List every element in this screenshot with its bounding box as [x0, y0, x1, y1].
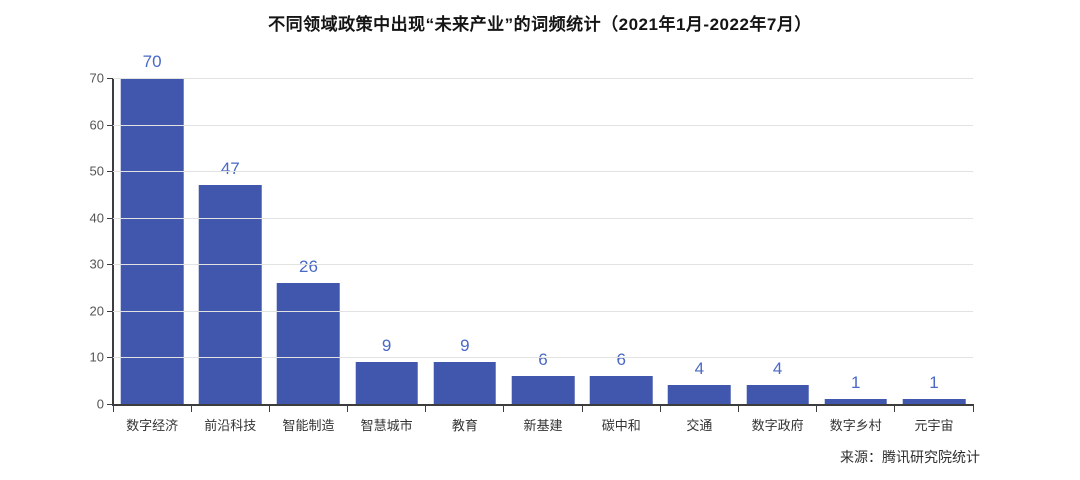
x-axis-tick — [425, 406, 427, 412]
x-axis-label: 新基建 — [523, 418, 563, 433]
y-axis-tick-label: 20 — [89, 303, 104, 319]
bar-column: 47 前沿科技 — [191, 78, 269, 433]
bar-value-label: 1 — [851, 373, 861, 393]
plot-area: 70 数字经济 47 前沿科技 26 智能制造 9 智慧城市 9 教育 6 新基建 6 碳中和 4 交通 4 数字… — [90, 52, 974, 433]
bar — [120, 78, 184, 404]
y-axis-tick — [107, 217, 113, 219]
x-axis-tick — [894, 406, 896, 412]
gridline — [113, 357, 973, 359]
x-axis-label: 碳中和 — [601, 418, 641, 433]
x-axis-label: 元宇宙 — [914, 418, 954, 433]
bar-column: 1 数字乡村 — [817, 78, 895, 433]
gridline — [113, 171, 973, 173]
x-axis-tick — [190, 406, 192, 412]
y-axis-line — [112, 78, 114, 404]
bar — [277, 282, 340, 404]
x-axis-tick — [112, 406, 114, 412]
bar — [355, 362, 418, 404]
bar-value-label: 9 — [460, 336, 470, 356]
bar-column: 1 元宇宙 — [895, 78, 973, 433]
y-axis-tick-label: 0 — [96, 396, 104, 412]
x-axis-tick — [816, 406, 818, 412]
y-axis-tick — [107, 404, 113, 405]
bar-column: 9 教育 — [426, 78, 504, 433]
x-axis-tick — [581, 406, 583, 412]
bar-value-label: 26 — [299, 256, 318, 276]
bar-value-label: 70 — [142, 52, 162, 71]
bar-column: 9 智慧城市 — [348, 78, 426, 433]
bar — [824, 399, 888, 404]
x-axis-line — [112, 404, 974, 406]
bar — [902, 399, 966, 404]
bar — [746, 385, 809, 404]
bar-value-label: 1 — [929, 373, 939, 393]
bar — [511, 376, 575, 404]
bar-column: 6 新基建 — [504, 78, 582, 433]
bar — [589, 376, 653, 404]
gridline — [113, 310, 973, 312]
bar-value-label: 9 — [381, 336, 392, 356]
y-axis-tick-label: 10 — [89, 349, 104, 365]
y-axis-tick — [107, 310, 113, 312]
y-axis-tick — [107, 357, 113, 359]
bars-row: 70 数字经济 47 前沿科技 26 智能制造 9 智慧城市 9 教育 6 新基建 6 碳中和 4 交通 4 数字… — [113, 52, 973, 433]
x-axis-label: 交通 — [686, 418, 713, 433]
x-axis-label: 数字乡村 — [829, 418, 882, 433]
x-axis-tick — [347, 406, 349, 412]
bar-column: 4 交通 — [660, 78, 738, 433]
bar-value-label: 47 — [220, 159, 240, 179]
x-axis-tick — [737, 406, 739, 412]
source-note: 来源：腾讯研究院统计 — [840, 449, 980, 465]
x-axis-label: 智慧城市 — [360, 418, 413, 433]
y-axis-tick-label: 30 — [89, 256, 104, 272]
gridline — [113, 264, 973, 266]
x-axis-label: 前沿科技 — [204, 418, 257, 433]
y-axis-tick-label: 50 — [89, 163, 104, 179]
bar-column: 26 智能制造 — [269, 78, 347, 433]
bar-column: 4 数字政府 — [739, 78, 817, 433]
y-axis-tick-label: 60 — [89, 117, 104, 133]
x-axis-tick — [972, 406, 974, 412]
gridline — [113, 217, 973, 219]
y-axis-tick — [107, 78, 113, 79]
bar-value-label: 4 — [772, 359, 783, 379]
x-axis-label: 数字政府 — [751, 418, 804, 433]
x-axis-label: 数字经济 — [126, 418, 179, 433]
bar-value-label: 6 — [538, 350, 548, 370]
bar-value-label: 4 — [694, 359, 705, 379]
y-axis-tick — [107, 171, 113, 173]
gridline — [113, 124, 973, 126]
bar-column: 70 数字经济 — [113, 52, 191, 433]
y-axis-tick-label: 40 — [89, 210, 104, 226]
x-axis-label: 教育 — [451, 418, 478, 433]
gridline — [113, 78, 973, 79]
x-axis-tick — [503, 406, 505, 412]
bar — [199, 185, 262, 404]
bar — [433, 362, 497, 404]
x-axis-tick — [268, 406, 270, 412]
bar-value-label: 6 — [616, 350, 626, 370]
chart-title: 不同领域政策中出现“未来产业”的词频统计（2021年1月-2022年7月） — [268, 15, 812, 34]
x-axis-tick — [659, 406, 661, 412]
y-axis-tick — [107, 124, 113, 126]
bar-column: 6 碳中和 — [582, 78, 660, 433]
x-axis-label: 智能制造 — [282, 418, 335, 433]
bar — [668, 385, 731, 404]
y-axis-tick-label: 70 — [89, 70, 104, 86]
y-axis-tick — [107, 264, 113, 266]
